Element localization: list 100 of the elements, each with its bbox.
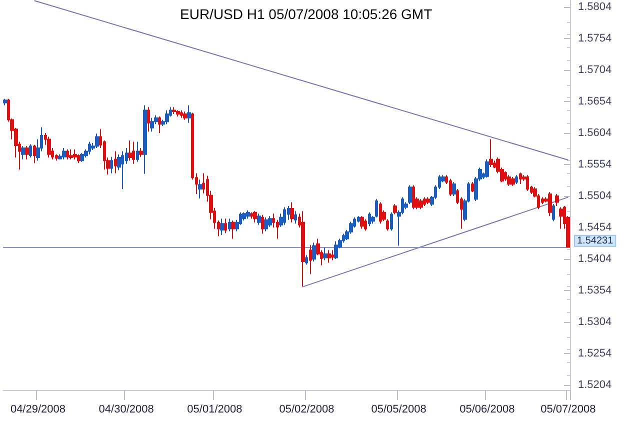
candlestick bbox=[121, 150, 124, 190]
y-tick-label: 1.5804 bbox=[578, 0, 612, 13]
candlestick bbox=[150, 117, 154, 132]
candlestick bbox=[147, 106, 150, 132]
candlestick bbox=[449, 178, 452, 196]
candlestick bbox=[253, 210, 257, 223]
x-tick-label: 05/05/2008 bbox=[371, 404, 426, 416]
y-tick-label: 1.5754 bbox=[578, 32, 612, 44]
candlestick bbox=[559, 206, 563, 230]
candlestick bbox=[511, 176, 515, 186]
x-tick-label: 05/02/2008 bbox=[279, 404, 334, 416]
y-tick-label: 1.5704 bbox=[578, 64, 612, 76]
candlestick bbox=[360, 216, 364, 230]
candlestick bbox=[136, 141, 139, 162]
candlestick bbox=[198, 179, 202, 199]
candlestick bbox=[69, 148, 73, 160]
candlestick bbox=[452, 182, 456, 196]
candlestick bbox=[312, 242, 316, 262]
candlestick bbox=[471, 182, 474, 193]
ref-line-label: 1.54231 bbox=[577, 235, 614, 246]
candlestick bbox=[364, 218, 367, 232]
candlestick bbox=[176, 110, 180, 118]
y-tick-label: 1.5254 bbox=[578, 347, 612, 360]
candlestick bbox=[331, 250, 334, 261]
candlestick bbox=[33, 144, 36, 164]
candlestick bbox=[80, 152, 84, 162]
candlestick bbox=[165, 110, 169, 125]
candlestick bbox=[228, 218, 231, 232]
candlestick bbox=[294, 210, 297, 224]
candlestick bbox=[390, 212, 393, 232]
candlestick bbox=[507, 174, 511, 186]
candlestick bbox=[426, 196, 430, 205]
candlestick bbox=[158, 116, 161, 134]
candlestick bbox=[548, 192, 552, 217]
candlestick bbox=[327, 250, 331, 264]
candlestick bbox=[88, 141, 91, 155]
candlestick bbox=[412, 184, 415, 210]
x-tick-label: 05/01/2008 bbox=[187, 404, 242, 416]
candlestick bbox=[393, 204, 397, 215]
candlestick bbox=[423, 196, 426, 207]
y-tick-label: 1.5354 bbox=[578, 284, 612, 296]
candlestick bbox=[526, 174, 529, 192]
candlestick bbox=[180, 110, 183, 118]
candlestick bbox=[25, 146, 29, 160]
candlestick bbox=[110, 156, 113, 174]
candlestick bbox=[187, 104, 191, 124]
y-tick-label: 1.5304 bbox=[578, 316, 612, 328]
candlestick bbox=[172, 106, 176, 115]
x-tick-label: 05/06/2008 bbox=[460, 404, 515, 416]
candlestick bbox=[309, 244, 312, 275]
candlestick bbox=[62, 148, 66, 160]
x-tick-label: 04/30/2008 bbox=[98, 404, 154, 416]
candlestick bbox=[552, 204, 555, 222]
candlestick bbox=[114, 150, 117, 174]
y-tick-label: 1.5204 bbox=[578, 378, 612, 391]
candlestick bbox=[519, 172, 522, 184]
candlestick bbox=[305, 254, 308, 266]
candlestick bbox=[264, 216, 268, 232]
candlestick bbox=[183, 111, 187, 120]
candlestick bbox=[246, 210, 250, 220]
candlestick bbox=[73, 148, 77, 160]
candlestick bbox=[250, 212, 253, 220]
candlestick bbox=[379, 202, 382, 224]
candlestick bbox=[224, 218, 227, 234]
candlestick bbox=[139, 148, 143, 158]
y-tick-label: 1.5654 bbox=[578, 95, 612, 108]
y-tick-label: 1.5504 bbox=[578, 190, 612, 202]
chart-title: EUR/USD H1 05/07/2008 10:05:26 GMT bbox=[180, 6, 433, 22]
candlestick bbox=[283, 206, 286, 226]
candlestick bbox=[3, 98, 7, 106]
x-tick-label: 05/07/2008 bbox=[540, 404, 596, 416]
candlestick bbox=[132, 141, 135, 164]
candlestick bbox=[257, 213, 261, 226]
candlestick bbox=[541, 196, 544, 205]
candlestick bbox=[77, 154, 80, 164]
candlestick bbox=[231, 220, 235, 240]
candlestick bbox=[95, 133, 99, 149]
y-tick-label: 1.5454 bbox=[578, 221, 612, 234]
candlestick bbox=[66, 148, 69, 160]
x-tick-label: 04/29/2008 bbox=[10, 404, 66, 416]
candlestick bbox=[515, 174, 518, 184]
candlestick bbox=[242, 212, 246, 222]
candlestick bbox=[334, 240, 338, 260]
candlestick bbox=[143, 104, 147, 174]
candlestick bbox=[368, 212, 371, 227]
candlestick bbox=[485, 158, 489, 178]
candlestick bbox=[268, 216, 272, 228]
candlestick bbox=[21, 146, 25, 160]
candlestick bbox=[419, 198, 423, 210]
candlestick bbox=[220, 218, 224, 236]
candlestick bbox=[408, 184, 412, 205]
y-tick-label: 1.5554 bbox=[578, 158, 612, 170]
candlestick bbox=[489, 138, 493, 168]
candlestick bbox=[555, 194, 559, 207]
y-tick-label: 1.5604 bbox=[578, 126, 612, 139]
y-tick-label: 1.5404 bbox=[578, 252, 612, 265]
candlestick bbox=[128, 140, 132, 162]
candlestick bbox=[261, 214, 264, 234]
candlestick bbox=[323, 247, 327, 261]
candlestick bbox=[301, 210, 305, 288]
